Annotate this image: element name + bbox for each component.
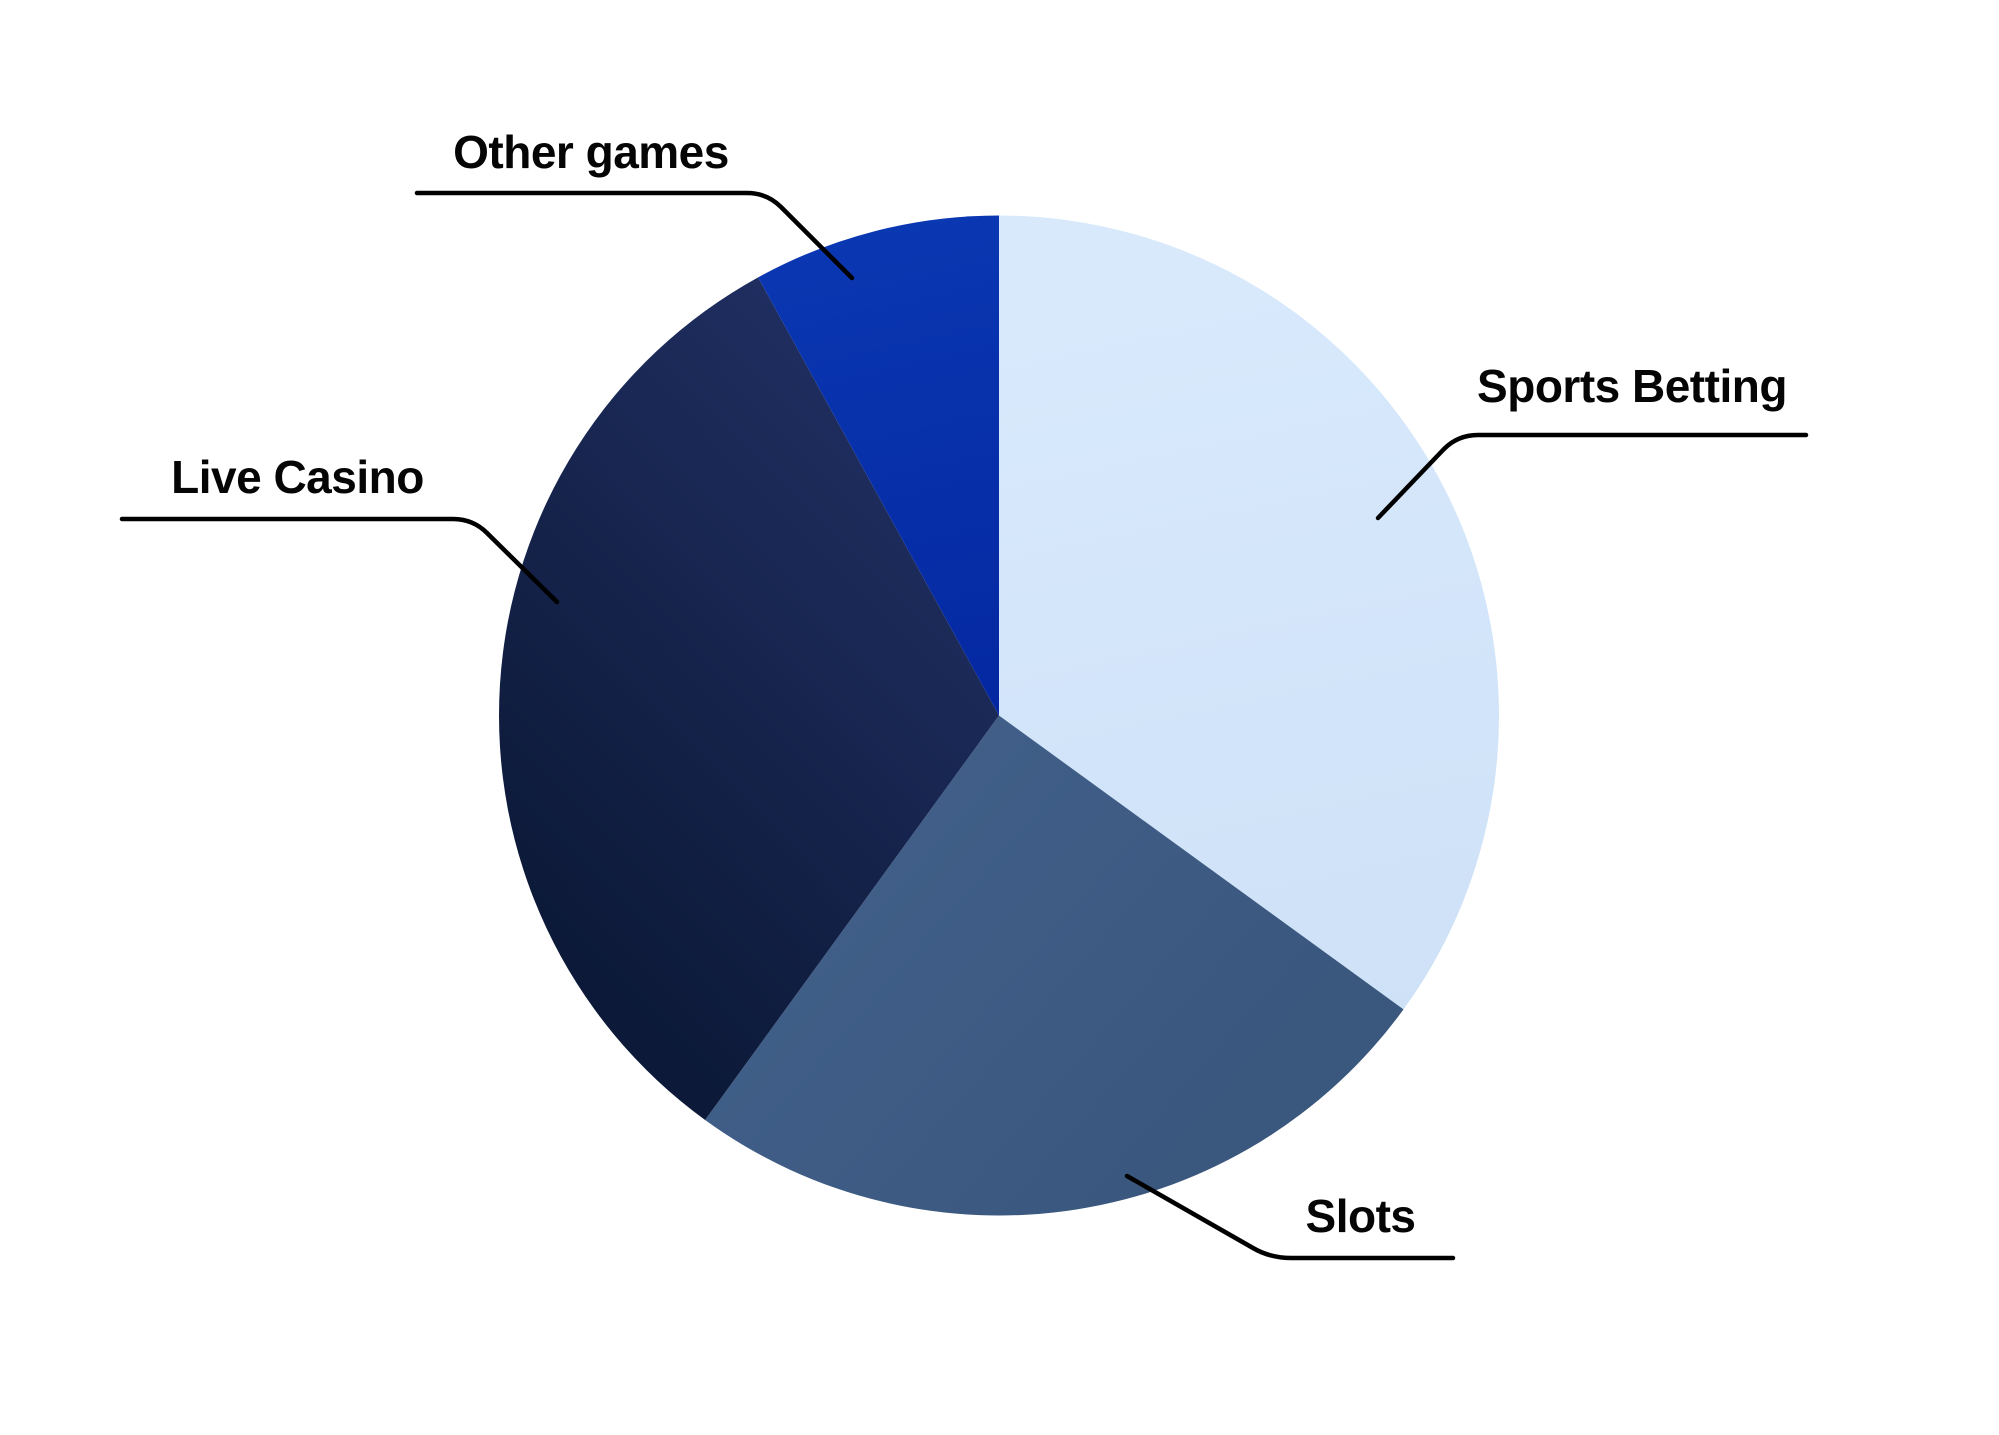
leader-line-other-games — [414, 190, 855, 281]
pie-slice-sports-betting — [999, 215, 1500, 1010]
leader-line-sports-betting — [1375, 432, 1809, 521]
pie-slice-live-casino — [498, 277, 999, 1121]
slice-label-other-games: Other games — [453, 126, 729, 178]
leader-line-slots — [1124, 1173, 1456, 1261]
leader-line-live-casino — [119, 516, 560, 605]
callout-leader-lines — [119, 190, 1809, 1261]
slice-label-slots: Slots — [1305, 1190, 1416, 1242]
pie-slices-group — [498, 215, 1500, 1216]
pie-slice-other-games — [758, 215, 999, 716]
slice-label-sports-betting: Sports Betting — [1477, 360, 1787, 412]
slice-label-live-casino: Live Casino — [171, 451, 424, 503]
pie-slice-slots — [705, 715, 1404, 1216]
